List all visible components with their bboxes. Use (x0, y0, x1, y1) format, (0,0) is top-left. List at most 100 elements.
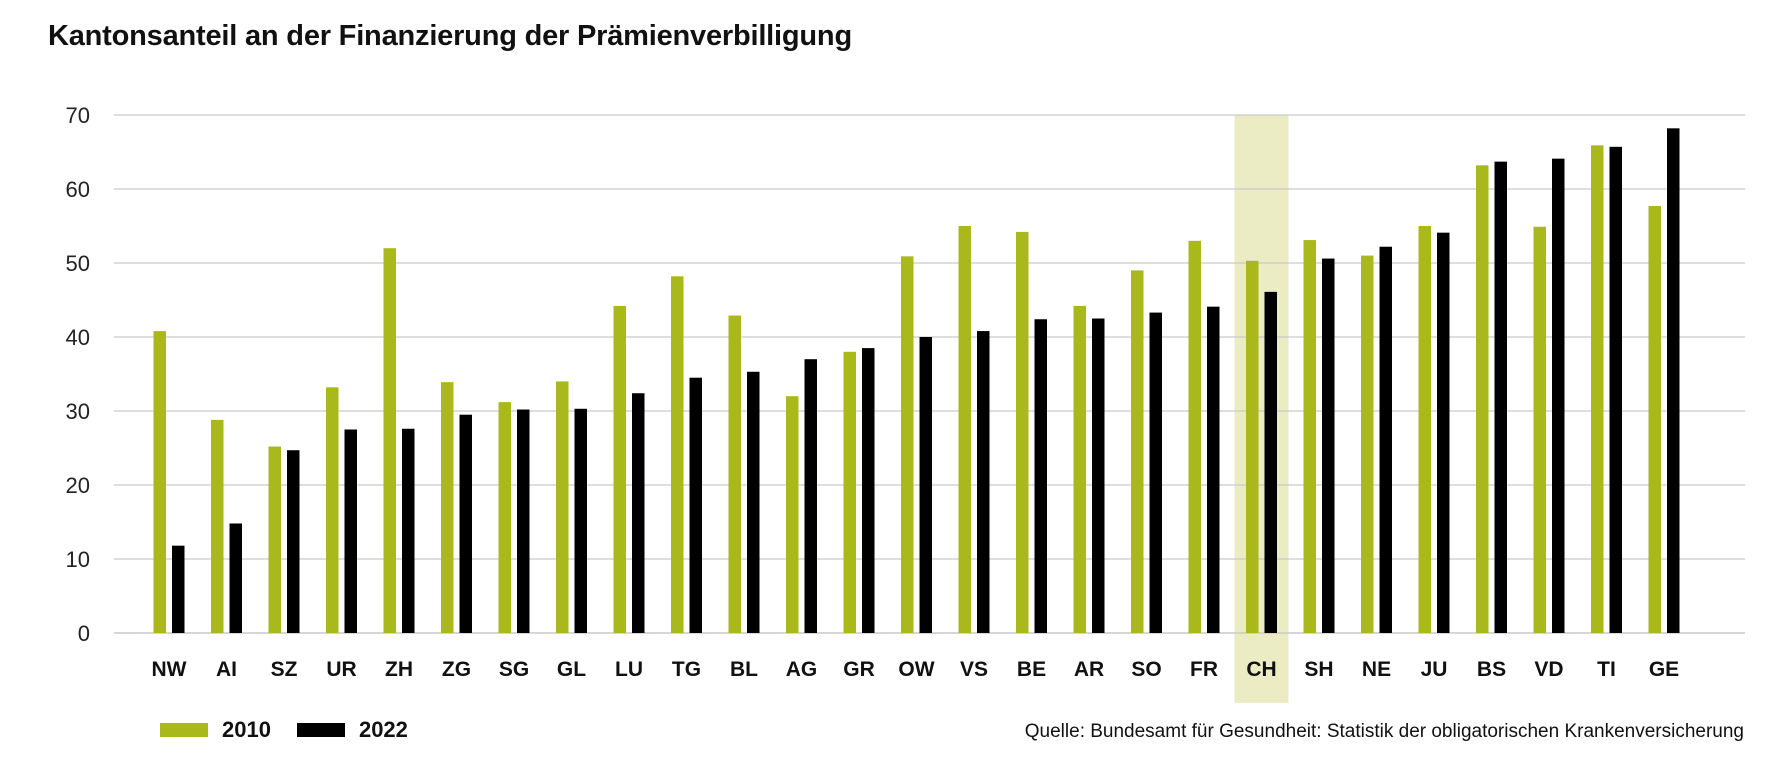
bar-2022-bs (1494, 161, 1507, 633)
bar-2022-ch (1264, 291, 1277, 633)
legend: 2010 2022 (160, 717, 434, 743)
bar-2010-bl (728, 315, 741, 633)
legend-item-2022: 2022 (296, 717, 408, 743)
bar-2010-ow (901, 256, 914, 633)
bar-2010-ge (1648, 206, 1661, 633)
x-tick-label-ur: UR (326, 658, 356, 681)
bar-2010-be (1016, 231, 1029, 634)
bar-2022-ai (229, 523, 242, 633)
bar-2022-ti (1609, 146, 1622, 633)
bar-2022-gl (574, 408, 587, 633)
x-tick-label-ow: OW (898, 658, 934, 681)
bar-2022-be (1034, 319, 1047, 633)
bar-2010-sz (268, 446, 281, 633)
x-tick-label-be: BE (1017, 658, 1046, 681)
bar-2022-nw (172, 545, 185, 633)
bar-2022-ar (1092, 318, 1105, 633)
x-tick-label-ch: CH (1246, 658, 1276, 681)
bar-2022-ag (804, 359, 817, 633)
x-tick-label-ne: NE (1362, 658, 1391, 681)
bar-2010-ar (1073, 305, 1086, 633)
y-tick-label-60: 60 (66, 177, 90, 202)
y-tick-label-20: 20 (66, 473, 90, 498)
y-tick-label-0: 0 (78, 621, 90, 646)
bar-2022-ne (1379, 246, 1392, 633)
bar-2022-gr (862, 348, 875, 633)
x-tick-label-lu: LU (615, 658, 643, 681)
x-tick-label-ti: TI (1597, 658, 1616, 681)
x-tick-label-vd: VD (1534, 658, 1563, 681)
bar-2010-zh (383, 248, 396, 633)
bar-2022-zh (402, 428, 415, 633)
x-tick-label-sg: SG (499, 658, 529, 681)
bar-2022-ge (1667, 128, 1680, 633)
bar-2010-tg (671, 276, 684, 633)
bar-2022-tg (689, 377, 702, 633)
bar-2022-vs (977, 331, 990, 633)
bar-2022-zg (459, 414, 472, 633)
bar-2010-ag (786, 396, 799, 633)
bar-2010-ne (1361, 255, 1374, 633)
y-tick-label-30: 30 (66, 399, 90, 424)
bar-2022-so (1149, 312, 1162, 633)
x-tick-label-ge: GE (1649, 658, 1679, 681)
x-tick-label-gl: GL (557, 658, 586, 681)
y-tick-label-40: 40 (66, 325, 90, 350)
y-tick-label-50: 50 (66, 251, 90, 276)
bar-2010-ur (326, 387, 339, 633)
highlight-band-ch (1234, 115, 1289, 703)
bar-2010-sg (498, 402, 511, 633)
x-tick-label-fr: FR (1190, 658, 1218, 681)
y-tick-label-10: 10 (66, 547, 90, 572)
bar-2010-ti (1591, 145, 1604, 633)
x-tick-label-nw: NW (152, 658, 187, 681)
source-note: Quelle: Bundesamt für Gesundheit: Statis… (1024, 721, 1744, 742)
x-tick-label-ag: AG (786, 658, 818, 681)
legend-swatch-2010 (160, 723, 208, 737)
x-tick-label-ju: JU (1421, 658, 1448, 681)
bar-2010-gr (843, 351, 856, 633)
x-tick-label-tg: TG (672, 658, 701, 681)
x-tick-label-zg: ZG (442, 658, 471, 681)
x-tick-label-bs: BS (1477, 658, 1506, 681)
x-tick-label-ar: AR (1074, 658, 1104, 681)
bar-2010-lu (613, 305, 626, 633)
legend-swatch-2022 (296, 723, 345, 737)
bar-2010-gl (556, 381, 569, 633)
bar-2010-fr (1188, 240, 1201, 634)
bar-2022-sg (517, 409, 530, 633)
bar-2010-so (1131, 270, 1144, 633)
x-tick-label-ai: AI (216, 658, 237, 681)
legend-label-2022: 2022 (358, 717, 408, 742)
y-tick-label-70: 70 (66, 103, 90, 128)
bar-2010-vs (958, 226, 971, 633)
x-tick-label-gr: GR (843, 658, 875, 681)
legend-label-2010: 2010 (222, 717, 271, 742)
bar-2022-ur (344, 429, 357, 633)
bar-2022-vd (1552, 158, 1565, 633)
bar-2010-sh (1303, 240, 1316, 633)
x-tick-label-vs: VS (960, 658, 988, 681)
x-tick-label-bl: BL (730, 658, 758, 681)
legend-item-2010: 2010 (160, 717, 271, 743)
bar-2010-vd (1533, 226, 1546, 634)
x-tick-label-zh: ZH (385, 658, 413, 681)
x-tick-label-so: SO (1131, 658, 1161, 681)
bar-2022-sz (287, 450, 300, 633)
x-tick-label-sh: SH (1304, 658, 1333, 681)
bar-2022-ju (1437, 232, 1450, 633)
x-tick-label-sz: SZ (271, 658, 298, 681)
bar-2010-ju (1418, 226, 1431, 633)
bar-2010-nw (153, 331, 166, 633)
bar-2022-bl (747, 371, 760, 633)
bar-2022-fr (1207, 306, 1220, 633)
bar-2022-sh (1322, 258, 1335, 633)
bar-2010-bs (1476, 165, 1489, 633)
bar-2022-lu (632, 393, 645, 633)
bar-2010-ai (211, 419, 224, 633)
bar-2010-ch (1246, 260, 1259, 633)
bar-2022-ow (919, 337, 932, 633)
bar-2010-zg (441, 382, 454, 633)
chart-title: Kantonsanteil an der Finanzierung der Pr… (48, 20, 852, 52)
